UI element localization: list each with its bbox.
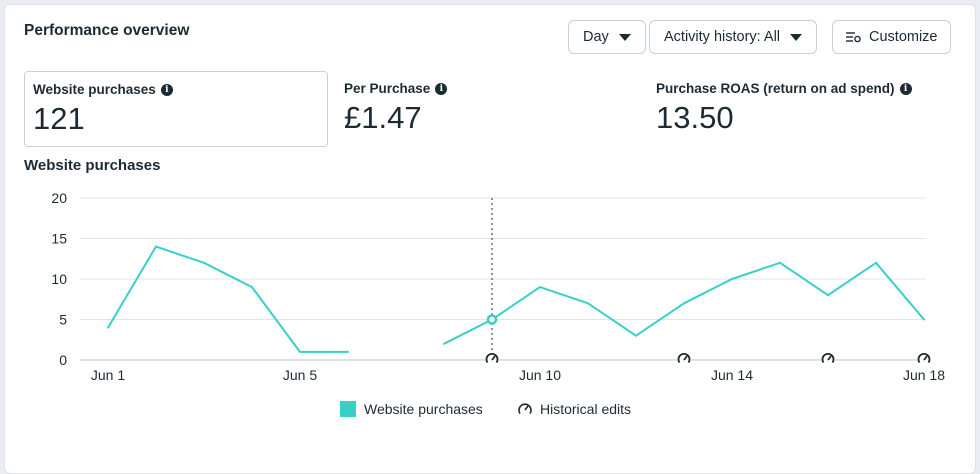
metric-value: £1.47 bbox=[344, 100, 422, 135]
metric-per-purchase[interactable]: Per Purchase i £1.47 bbox=[336, 71, 636, 147]
info-icon[interactable]: i bbox=[160, 83, 173, 96]
caret-down-icon bbox=[618, 33, 631, 41]
legend-historical-edits[interactable]: Historical edits bbox=[517, 401, 631, 417]
historical-edit-needle bbox=[491, 355, 496, 361]
metric-label: Website purchases bbox=[33, 82, 156, 97]
legend-swatch bbox=[340, 401, 356, 417]
day-dropdown-label: Day bbox=[583, 29, 609, 45]
customize-label: Customize bbox=[869, 29, 938, 45]
historical-edit-needle bbox=[683, 355, 688, 361]
customize-icon bbox=[846, 32, 861, 43]
historical-edit-needle bbox=[923, 355, 928, 361]
y-tick-label: 0 bbox=[59, 352, 67, 368]
metric-value: 13.50 bbox=[656, 100, 734, 135]
historical-edit-icon bbox=[677, 353, 691, 364]
activity-history-dropdown[interactable]: Activity history: All bbox=[649, 20, 818, 54]
legend-label: Website purchases bbox=[364, 401, 483, 417]
activity-history-label: Activity history: All bbox=[664, 29, 781, 45]
series-line bbox=[107, 245, 348, 353]
caret-down-icon bbox=[790, 33, 803, 41]
data-point bbox=[587, 302, 589, 305]
x-tick-label: Jun 5 bbox=[283, 367, 317, 383]
chart-title: Website purchases bbox=[24, 157, 161, 174]
data-point bbox=[251, 286, 253, 289]
info-icon[interactable]: i bbox=[435, 82, 448, 95]
y-tick-label: 20 bbox=[51, 190, 67, 206]
info-icon[interactable]: i bbox=[899, 82, 912, 95]
legend-website-purchases[interactable]: Website purchases bbox=[340, 401, 483, 417]
customize-button[interactable]: Customize bbox=[832, 20, 951, 54]
historical-edit-icon bbox=[485, 353, 499, 364]
legend-label: Historical edits bbox=[540, 401, 632, 417]
y-tick-label: 15 bbox=[51, 231, 67, 247]
data-point bbox=[539, 286, 541, 289]
data-point bbox=[683, 302, 685, 305]
data-point bbox=[875, 261, 877, 264]
data-point bbox=[443, 342, 445, 345]
data-point bbox=[923, 318, 925, 321]
metric-value: 121 bbox=[33, 101, 85, 136]
highlighted-point bbox=[486, 314, 498, 325]
x-tick-label: Jun 18 bbox=[903, 367, 945, 383]
line-chart: 0 5 10 15 20 Jun 1 Jun 5 Jun 10 Jun 14 Jun 18 bbox=[51, 190, 945, 383]
page-title: Performance overview bbox=[24, 22, 190, 39]
historical-edits-icon bbox=[518, 403, 532, 414]
historical-edit-icon bbox=[821, 353, 835, 364]
data-point bbox=[731, 278, 733, 280]
x-tick-label: Jun 10 bbox=[519, 367, 561, 383]
y-tick-label: 5 bbox=[59, 312, 67, 328]
y-tick-label: 10 bbox=[51, 271, 67, 287]
data-point bbox=[203, 261, 205, 264]
metric-label: Purchase ROAS (return on ad spend) bbox=[656, 81, 895, 96]
historical-edit-needle bbox=[827, 355, 832, 361]
data-point bbox=[635, 334, 637, 337]
data-point bbox=[827, 294, 829, 297]
data-point bbox=[779, 261, 781, 264]
data-point bbox=[347, 350, 349, 353]
metric-purchase-roas[interactable]: Purchase ROAS (return on ad spend) i 13.5… bbox=[648, 71, 958, 147]
metric-label: Per Purchase bbox=[344, 81, 431, 96]
historical-edit-icon bbox=[917, 353, 931, 364]
metric-website-purchases[interactable]: Website purchases i 121 bbox=[24, 71, 328, 147]
x-tick-label: Jun 1 bbox=[91, 367, 125, 383]
x-tick-label: Jun 14 bbox=[711, 367, 753, 383]
day-dropdown[interactable]: Day bbox=[568, 20, 646, 54]
data-point bbox=[155, 245, 157, 248]
data-point bbox=[299, 350, 301, 353]
data-point bbox=[107, 326, 109, 329]
